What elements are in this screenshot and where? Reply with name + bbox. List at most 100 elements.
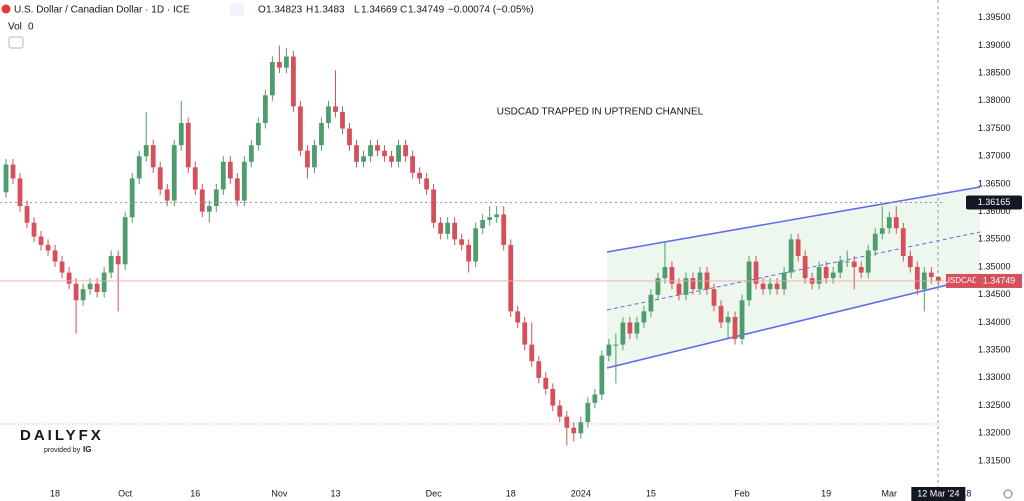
candle-body (122, 217, 128, 265)
channel-lower (606, 276, 981, 369)
candle-body (87, 283, 93, 290)
candle-body (879, 228, 885, 234)
symbol-badge (946, 273, 976, 288)
candle-body (928, 272, 934, 278)
candle-body (52, 250, 58, 262)
candle-body (739, 300, 745, 340)
x-tick-label: 16 (190, 488, 200, 498)
candle-body (592, 394, 598, 403)
candle-body (725, 316, 731, 323)
ohlc-c-value: 1.34749 (408, 5, 445, 16)
x-tick-label: 18 (506, 488, 516, 498)
last-price-label: 1.34749 (983, 275, 1016, 285)
ohlc-h: H (306, 5, 313, 16)
candle-body (732, 316, 738, 340)
candle-body (3, 164, 9, 193)
candle-body (823, 267, 829, 279)
y-tick-label: 1.35500 (978, 234, 1011, 244)
candle-body (648, 294, 654, 312)
indicator-icon (230, 3, 244, 16)
candle-body (627, 322, 633, 334)
candle-body (872, 233, 878, 251)
x-tick-label: Feb (734, 488, 750, 498)
candle-body (269, 62, 275, 96)
marker-box (966, 195, 1022, 210)
volume-label: Vol (8, 22, 22, 33)
candle-body (361, 156, 366, 162)
candle-body (17, 178, 23, 207)
candle-body (340, 111, 345, 129)
candle-body (620, 322, 626, 345)
y-tick-label: 1.34000 (978, 317, 1011, 327)
y-tick-label: 1.36500 (978, 178, 1011, 188)
candle-body (108, 255, 114, 273)
candle-body (382, 150, 387, 157)
candle-body (858, 267, 864, 273)
candle-body (473, 228, 479, 262)
candle-body (10, 164, 16, 179)
ohlc-h-value: 1.3483 (314, 5, 345, 16)
chart-title: U.S. Dollar / Canadian Dollar · 1D · ICE (14, 5, 190, 16)
candle-body (480, 219, 486, 229)
candle-body (396, 145, 401, 162)
candle-body (136, 156, 142, 179)
candle-body (255, 122, 261, 146)
y-tick-label: 1.32000 (978, 428, 1011, 438)
candle-body (101, 272, 107, 292)
candle-body (599, 355, 605, 395)
annotation: USDCAD TRAPPED IN UPTREND CHANNEL (497, 107, 704, 118)
volume-value: 0 (28, 22, 34, 33)
candle-body (669, 267, 675, 284)
candle-body (220, 161, 226, 190)
logo-brand: IG (83, 445, 91, 454)
candle-body (893, 217, 899, 229)
candle-body (830, 272, 836, 279)
y-tick-label: 1.39000 (978, 40, 1011, 50)
x-tick-label: 13 (330, 488, 340, 498)
candle-body (865, 250, 871, 273)
candle-body (234, 178, 240, 201)
y-tick-label: 1.33500 (978, 345, 1011, 355)
y-tick-label: 1.31500 (978, 455, 1011, 465)
candle-body (767, 283, 773, 290)
x-tick-label: Dec (426, 488, 443, 498)
candle-body (347, 128, 352, 146)
settings-icon[interactable] (1003, 489, 1013, 499)
candle-body (788, 239, 794, 273)
collapse-button[interactable] (8, 36, 24, 49)
candle-body (753, 261, 759, 284)
x-tick-label: 2024 (571, 488, 591, 498)
x-tick-highlight (911, 487, 966, 501)
y-tick-label: 1.38000 (978, 95, 1011, 105)
candle-body (199, 189, 205, 212)
candle-body (305, 150, 310, 168)
candle-body (326, 106, 331, 123)
symbol-label: USDCAD (944, 276, 978, 285)
ohlc-o: O (258, 5, 266, 16)
candle-body (248, 145, 254, 162)
candle-body (466, 244, 472, 262)
x-tick-label: Mar (882, 488, 898, 498)
candle-body (907, 255, 913, 268)
x-tick-label: Oct (118, 488, 133, 498)
channel-fill (607, 187, 980, 368)
candle-body (284, 56, 289, 68)
candle-body (613, 344, 619, 346)
candle-body (564, 416, 570, 428)
y-tick-label: 1.37000 (978, 151, 1011, 161)
candle-body (375, 145, 380, 151)
x-tick-label: 18 (961, 488, 971, 498)
candle-body (31, 222, 37, 237)
ohlc-c: C (400, 5, 407, 16)
x-tick-label: Nov (271, 488, 288, 498)
candle-body (150, 145, 156, 168)
last-price-box (976, 273, 1022, 288)
candle-body (45, 244, 51, 251)
x-tick-label: 18 (50, 488, 60, 498)
y-tick-label: 1.33000 (978, 372, 1011, 382)
candle-body (80, 289, 86, 301)
candle-body (403, 145, 408, 157)
candle-body (178, 122, 184, 146)
candle-body (129, 178, 135, 218)
candle-body (24, 206, 30, 223)
